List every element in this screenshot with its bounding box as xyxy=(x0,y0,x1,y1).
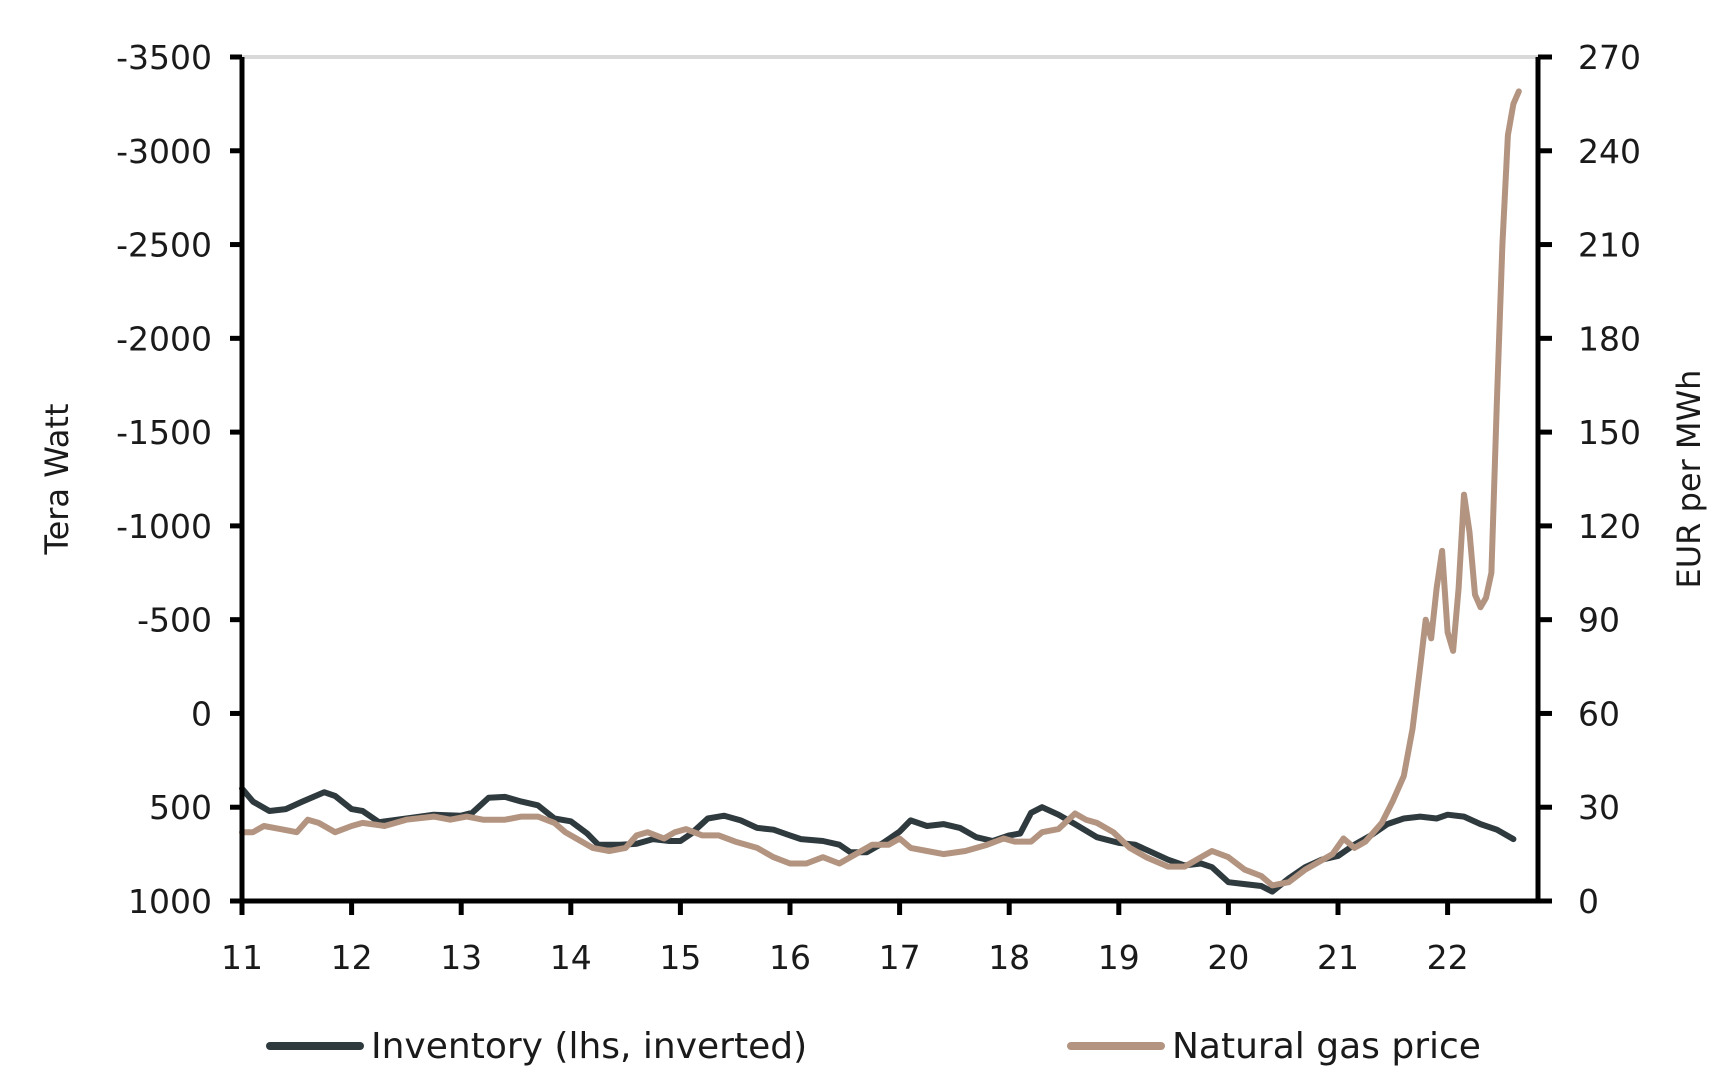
right-tick-label: 90 xyxy=(1578,601,1620,640)
x-axis: 11 12 13 14 15 16 17 18 19 20 21 22 xyxy=(221,898,1538,977)
series-line-0 xyxy=(239,785,1517,895)
left-tick-label: -3000 xyxy=(116,132,212,171)
x-tick-label: 22 xyxy=(1427,938,1469,977)
x-tick-label: 17 xyxy=(879,938,921,977)
x-tick-label: 21 xyxy=(1317,938,1359,977)
left-tick-label: -2000 xyxy=(116,319,212,358)
left-tick-label: -2500 xyxy=(116,226,212,265)
left-axis-title: Tera Watt xyxy=(38,403,76,555)
right-tick-label: 60 xyxy=(1578,694,1620,733)
left-axis: -3500 -3000 -2500 -2000 -1500 -1000 -500 0 500 10… xyxy=(116,38,245,921)
legend: Inventory (lhs, inverted) Natural gas pr… xyxy=(266,1026,1481,1067)
legend-item-inventory: Inventory (lhs, inverted) xyxy=(266,1026,807,1067)
left-tick-label: 1000 xyxy=(128,882,212,921)
plot-area xyxy=(239,55,1538,895)
right-tick-label: 180 xyxy=(1578,319,1641,358)
x-tick-label: 15 xyxy=(659,938,701,977)
series-layer xyxy=(239,88,1522,895)
x-tick-label: 19 xyxy=(1098,938,1140,977)
right-tick-label: 30 xyxy=(1578,788,1620,827)
right-axis-title: EUR per MWh xyxy=(1670,370,1708,589)
left-tick-label: -500 xyxy=(137,601,212,640)
left-tick-label: -1500 xyxy=(116,413,212,452)
legend-item-gas-price: Natural gas price xyxy=(1067,1026,1481,1067)
x-tick-label: 13 xyxy=(440,938,482,977)
legend-label-gas-price: Natural gas price xyxy=(1172,1026,1481,1067)
left-tick-label: 0 xyxy=(191,694,212,733)
x-tick-label: 20 xyxy=(1207,938,1249,977)
series-line-1 xyxy=(239,88,1522,889)
x-tick-label: 14 xyxy=(550,938,592,977)
right-axis: 0 30 60 90 120 150 180 210 240 270 xyxy=(1535,38,1641,921)
right-tick-label: 270 xyxy=(1578,38,1641,77)
right-tick-label: 0 xyxy=(1578,882,1599,921)
legend-label-inventory: Inventory (lhs, inverted) xyxy=(371,1026,807,1067)
right-tick-label: 150 xyxy=(1578,413,1641,452)
right-tick-label: 120 xyxy=(1578,507,1641,546)
x-tick-label: 16 xyxy=(769,938,811,977)
left-tick-label: -3500 xyxy=(116,38,212,77)
x-tick-label: 18 xyxy=(988,938,1030,977)
x-tick-label: 11 xyxy=(221,938,263,977)
x-tick-label: 12 xyxy=(331,938,373,977)
left-tick-label: 500 xyxy=(149,788,212,827)
left-tick-label: -1000 xyxy=(116,507,212,546)
right-tick-label: 240 xyxy=(1578,132,1641,171)
right-tick-label: 210 xyxy=(1578,226,1641,265)
